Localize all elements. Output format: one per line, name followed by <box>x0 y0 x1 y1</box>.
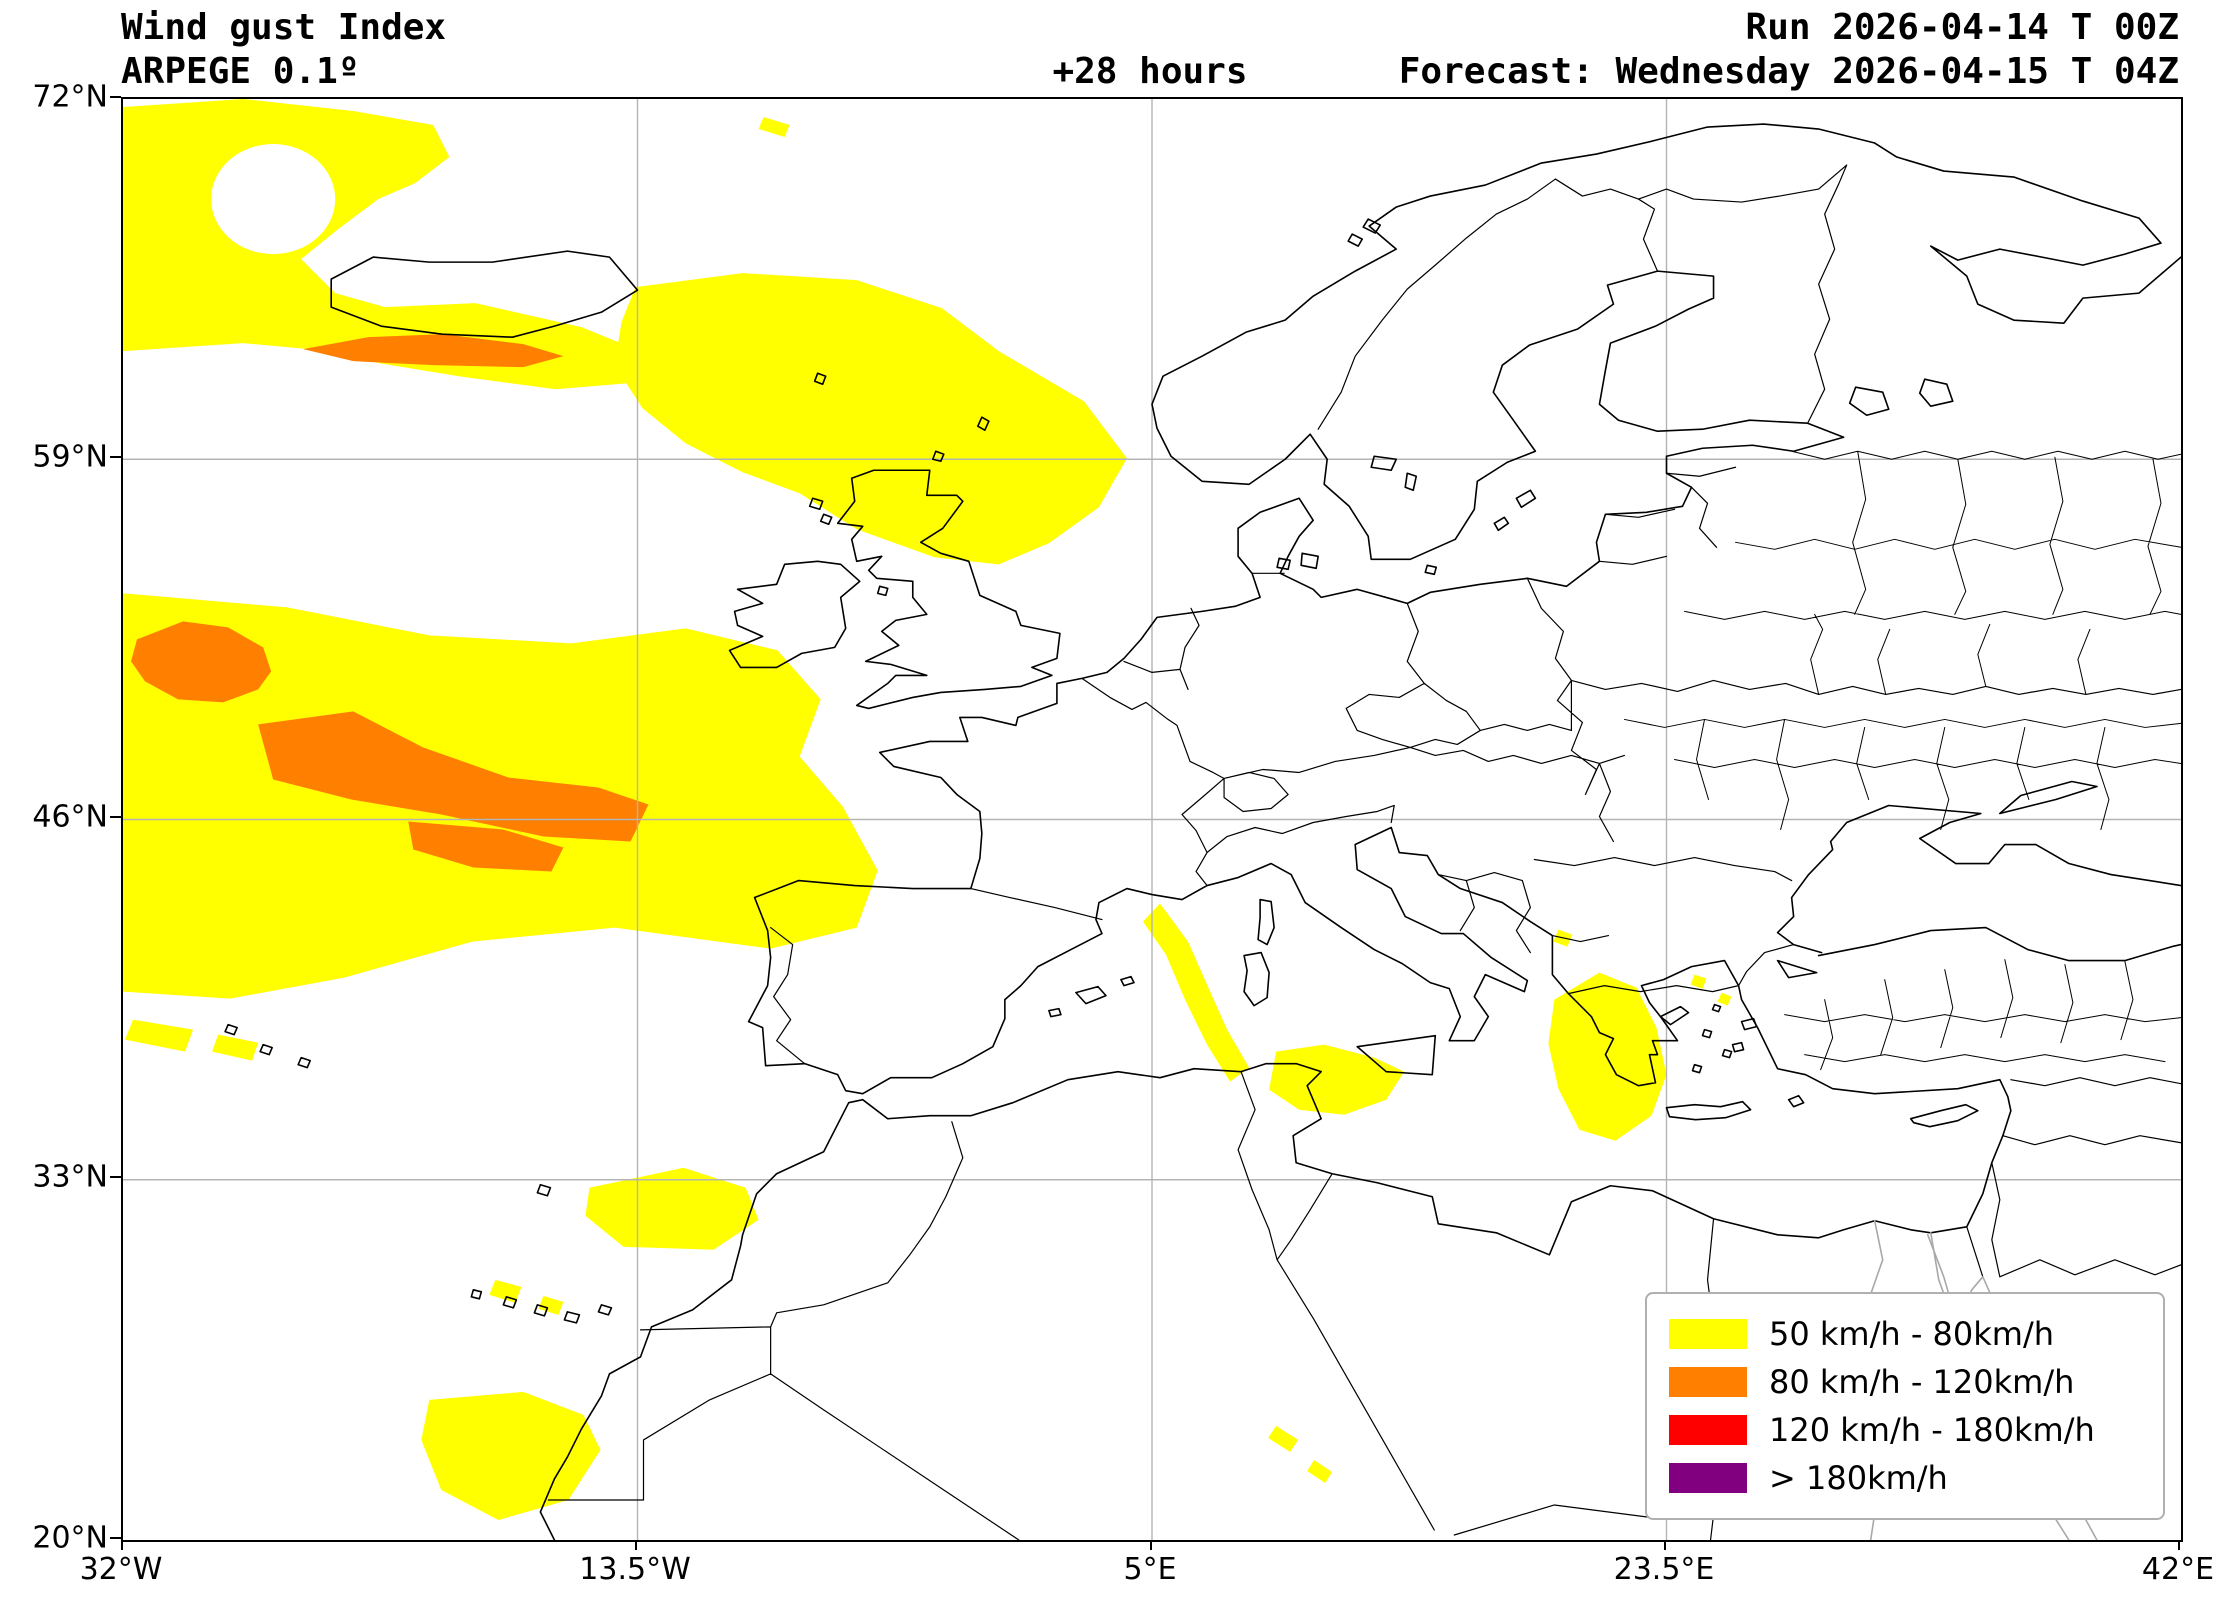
legend-swatch-red <box>1669 1415 1747 1445</box>
gridline-set <box>123 99 2181 1540</box>
legend-item-120-180: 120 km/h - 180km/h <box>1669 1406 2141 1454</box>
lat-label-20n: 20°N <box>32 1520 108 1556</box>
legend-swatch-orange <box>1669 1367 1747 1397</box>
coastline-black-sea <box>1776 780 2181 979</box>
coastline-lakes <box>1370 378 1954 492</box>
legend-item-gt-180: > 180km/h <box>1669 1454 2141 1502</box>
y-tick <box>110 1176 121 1178</box>
gust-areas-50-80kmh <box>123 99 1732 1520</box>
border-lines <box>547 164 2181 1540</box>
y-tick <box>110 816 121 818</box>
x-tick <box>121 1539 123 1550</box>
coastline-white-sea-kola <box>1873 142 2181 324</box>
x-tick <box>2178 1539 2180 1550</box>
forecast-line: Forecast: Wednesday 2026-04-15 T 04Z <box>1398 51 2179 92</box>
lon-label-135w: 13.5°W <box>579 1552 691 1587</box>
legend-swatch-yellow <box>1669 1319 1747 1349</box>
map-canvas <box>123 99 2181 1540</box>
legend-swatch-purple <box>1669 1463 1747 1493</box>
legend: 50 km/h - 80km/h 80 km/h - 120km/h 120 k… <box>1645 1292 2165 1520</box>
gust-area-orange <box>131 334 649 872</box>
legend-label-50-80: 50 km/h - 80km/h <box>1769 1315 2055 1353</box>
lon-label-32w: 32°W <box>79 1552 163 1587</box>
lat-label-59n: 59°N <box>32 439 108 475</box>
model-title: Wind gust Index ARPEGE 0.1º <box>121 6 446 94</box>
legend-label-120-180: 120 km/h - 180km/h <box>1769 1411 2095 1449</box>
lat-label-33n: 33°N <box>32 1159 108 1195</box>
x-tick <box>1150 1539 1152 1550</box>
run-line: Run 2026-04-14 T 00Z <box>1745 7 2179 48</box>
y-tick <box>110 96 121 98</box>
y-tick <box>110 1537 121 1539</box>
coastlines <box>224 123 2181 1540</box>
coastline-british-isles-iceland <box>330 250 1061 710</box>
admin-region-lines <box>1623 450 2181 1071</box>
coastline-small-islands <box>224 218 1979 1324</box>
lat-label-72n: 72°N <box>32 79 108 115</box>
title-line2: ARPEGE 0.1º <box>121 51 360 92</box>
legend-item-50-80: 50 km/h - 80km/h <box>1669 1310 2141 1358</box>
title-line1: Wind gust Index <box>121 7 447 48</box>
x-tick <box>1664 1539 1666 1550</box>
lat-label-46n: 46°N <box>32 799 108 835</box>
x-tick <box>635 1539 637 1550</box>
legend-label-80-120: 80 km/h - 120km/h <box>1769 1363 2075 1401</box>
map-plot-area: 50 km/h - 80km/h 80 km/h - 120km/h 120 k… <box>121 97 2183 1542</box>
y-tick <box>110 456 121 458</box>
lon-label-42e: 42°E <box>2141 1552 2215 1587</box>
country-borders <box>547 164 2181 1540</box>
lon-label-235e: 23.5°E <box>1613 1552 1715 1587</box>
lon-label-5e: 5°E <box>1123 1552 1177 1587</box>
gust-area-yellow <box>123 99 1732 1520</box>
legend-label-gt-180: > 180km/h <box>1769 1459 1948 1497</box>
run-forecast-info: Run 2026-04-14 T 00Z Forecast: Wednesday … <box>1399 6 2179 94</box>
gust-areas-80-120kmh <box>131 334 649 872</box>
lead-time: +28 hours <box>1052 51 1248 92</box>
legend-item-80-120: 80 km/h - 120km/h <box>1669 1358 2141 1406</box>
clear-air-hole <box>211 144 336 255</box>
graticule-gridlines <box>123 99 2181 1540</box>
coastline-mainland-europe-africa <box>539 123 2012 1540</box>
